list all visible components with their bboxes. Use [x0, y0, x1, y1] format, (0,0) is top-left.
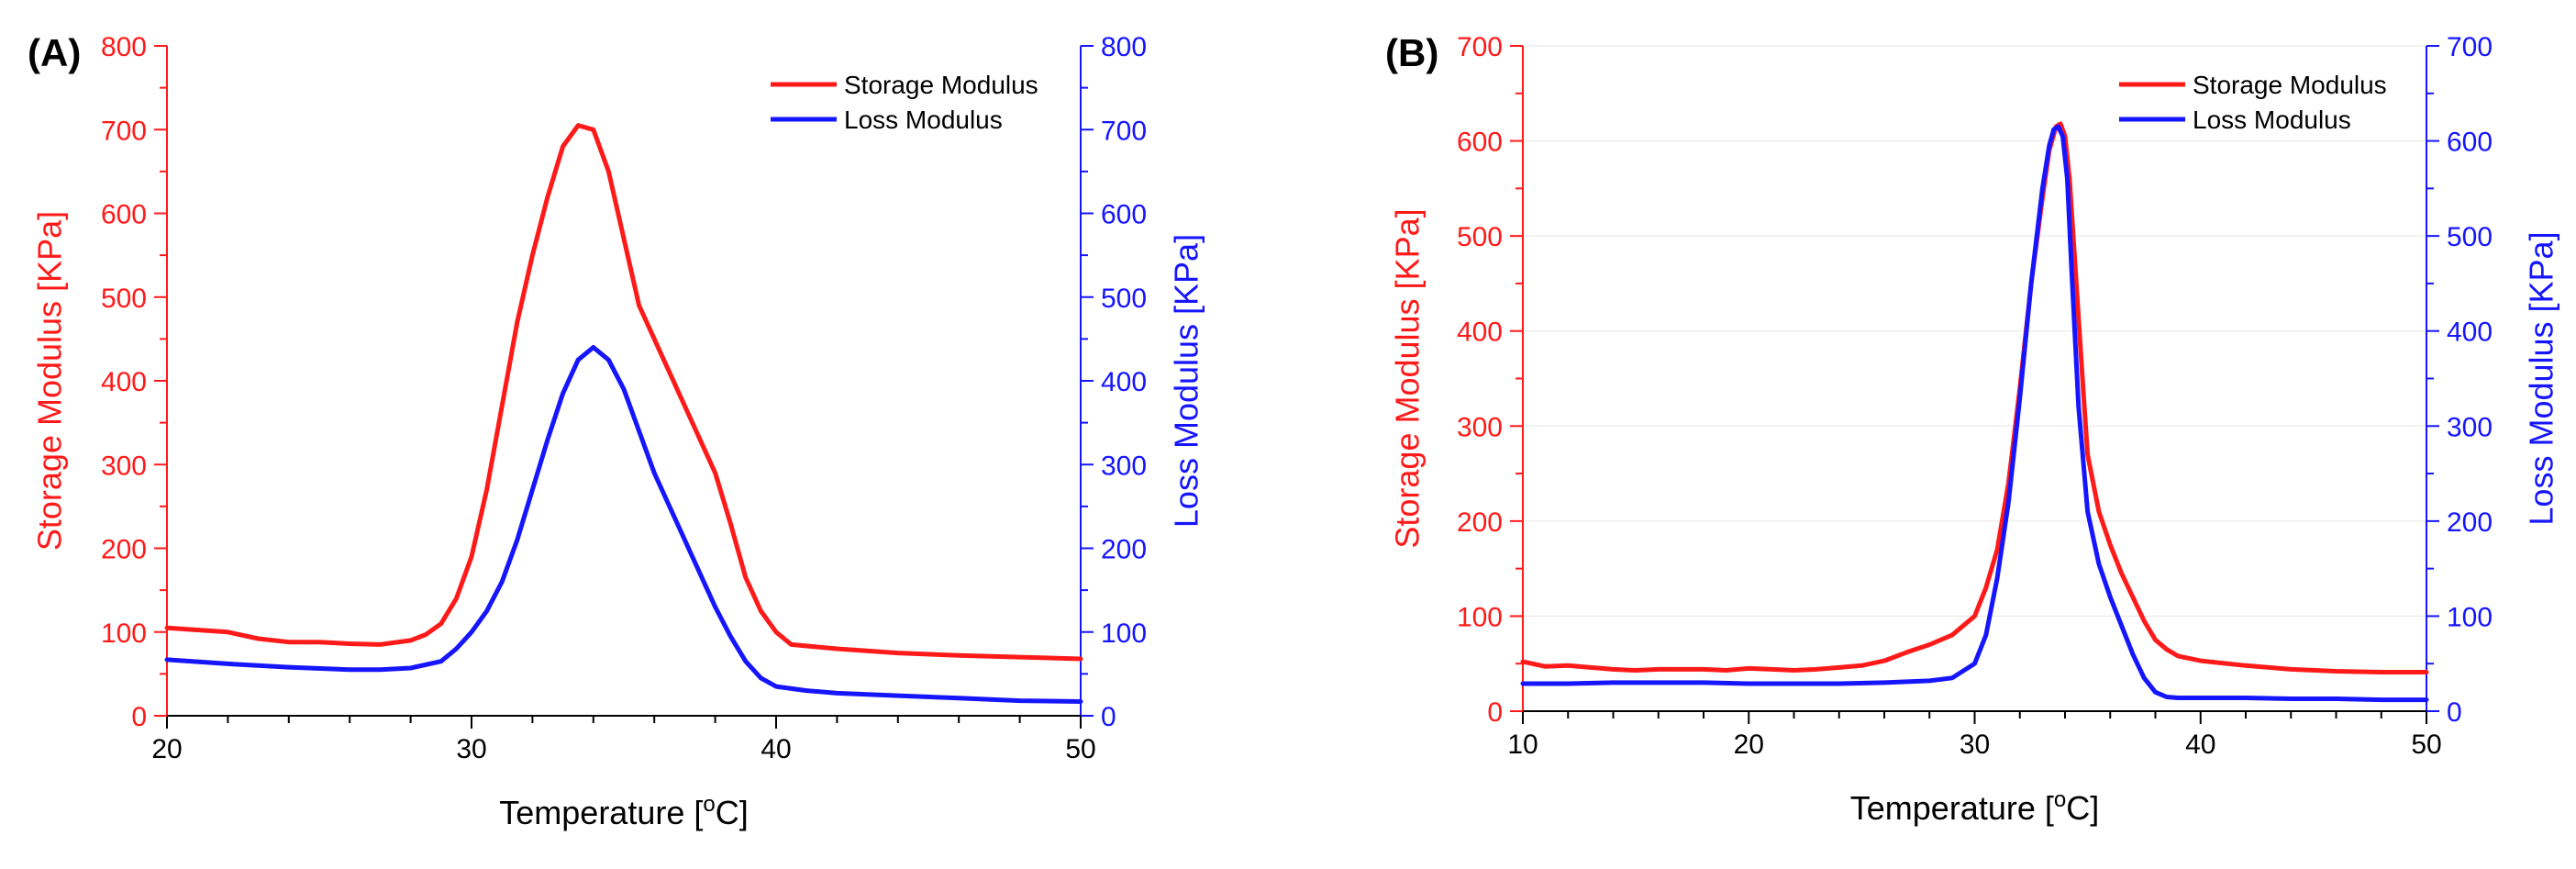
- y-right-tick-label: 500: [1101, 284, 1147, 314]
- y-right-tick-label: 500: [2447, 222, 2493, 252]
- chart-panel-a: 20 30 40 5001002003004005006007008000100200…: [28, 31, 1205, 831]
- y-left-tick-label: 0: [1487, 697, 1503, 728]
- legend-label: Storage Modulus: [2193, 71, 2387, 99]
- y-left-axis-label: Storage Modulus [KPa]: [31, 211, 69, 551]
- y-left-tick-label: 0: [131, 702, 147, 732]
- legend-label: Storage Modulus: [844, 71, 1038, 99]
- y-left-tick-label: 500: [1457, 222, 1503, 252]
- y-left-tick-label: 100: [101, 618, 147, 649]
- y-right-tick-label: 0: [2447, 697, 2462, 728]
- x-axis-label: Temperature [oC]: [499, 792, 748, 831]
- storage-modulus-line: [1520, 121, 2429, 674]
- y-left-tick-label: 100: [1457, 602, 1503, 632]
- y-right-tick-label: 100: [2447, 602, 2493, 632]
- y-left-tick-label: 500: [101, 284, 147, 314]
- x-tick-label: 30: [1960, 730, 1990, 760]
- y-right-tick-label: 400: [1101, 367, 1147, 397]
- x-tick-label: 40: [2185, 730, 2215, 760]
- y-left-tick-label: 300: [101, 451, 147, 481]
- y-right-tick-label: 700: [1101, 116, 1147, 146]
- y-right-tick-label: 300: [1101, 451, 1147, 481]
- x-tick-label: 50: [1065, 734, 1095, 764]
- legend-label: Loss Modulus: [844, 106, 1003, 134]
- panel-label: (B): [1385, 31, 1438, 74]
- y-left-tick-label: 700: [1457, 32, 1503, 62]
- y-right-tick-label: 400: [2447, 318, 2493, 348]
- y-right-tick-label: 600: [2447, 128, 2493, 158]
- y-left-tick-label: 600: [1457, 128, 1503, 158]
- panel-label: (A): [28, 31, 81, 74]
- y-right-tick-label: 700: [2447, 32, 2493, 62]
- x-tick-label: 20: [151, 734, 182, 764]
- x-axis-label: Temperature [oC]: [1850, 787, 2099, 827]
- y-left-tick-label: 400: [1457, 318, 1503, 348]
- x-tick-label: 40: [761, 734, 791, 764]
- x-tick-label: 20: [1734, 730, 1764, 760]
- y-left-axis-label: Storage Modulus [KPa]: [1389, 208, 1427, 548]
- y-right-tick-label: 300: [2447, 412, 2493, 442]
- y-right-axis-label: Loss Modulus [KPa]: [1168, 234, 1205, 528]
- chart-panel-b: 10 20 30 40 50010020030040050060070001002003…: [1385, 31, 2560, 827]
- y-right-axis-label: Loss Modulus [KPa]: [2523, 231, 2560, 525]
- y-right-tick-label: 200: [2447, 507, 2493, 538]
- y-left-tick-label: 600: [101, 200, 147, 230]
- y-right-tick-label: 600: [1101, 200, 1147, 230]
- y-left-tick-label: 800: [101, 32, 147, 62]
- loss-modulus-line: [1520, 124, 2429, 703]
- loss-modulus-line: [164, 345, 1083, 704]
- y-right-tick-label: 0: [1101, 702, 1116, 732]
- y-left-tick-label: 700: [101, 116, 147, 146]
- x-tick-label: 50: [2411, 730, 2441, 760]
- storage-modulus-line: [164, 123, 1083, 662]
- x-tick-label: 30: [456, 734, 486, 764]
- x-tick-label: 10: [1507, 730, 1538, 760]
- y-left-tick-label: 200: [1457, 507, 1503, 538]
- y-left-tick-label: 300: [1457, 412, 1503, 442]
- y-left-tick-label: 400: [101, 367, 147, 397]
- legend-label: Loss Modulus: [2193, 106, 2351, 134]
- y-left-tick-label: 200: [101, 535, 147, 565]
- y-right-tick-label: 100: [1101, 618, 1147, 649]
- y-right-tick-label: 200: [1101, 535, 1147, 565]
- y-right-tick-label: 800: [1101, 32, 1147, 62]
